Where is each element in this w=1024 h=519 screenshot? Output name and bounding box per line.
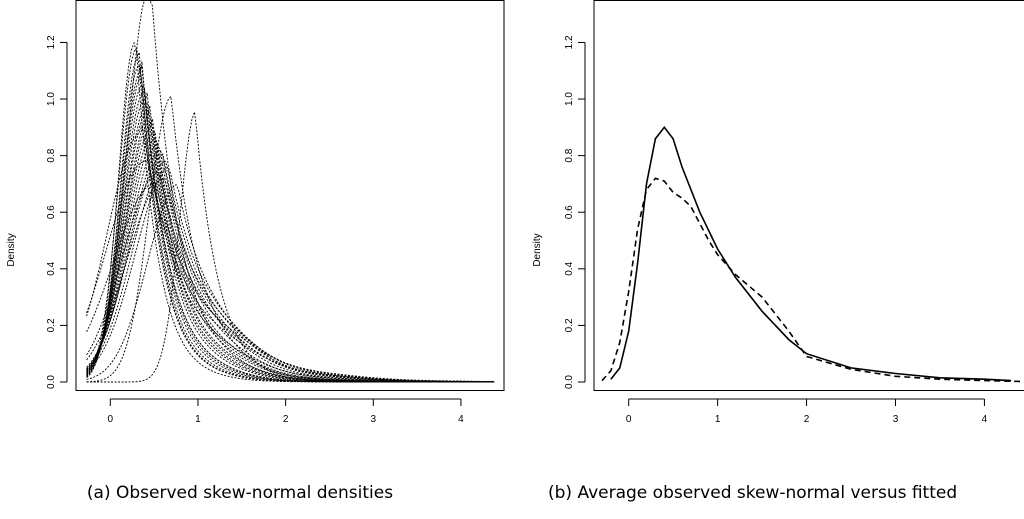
panel-a-x-tick-label: 2: [283, 414, 289, 425]
panel-b-series: [601, 125, 1021, 383]
panel-b-x-tick-label: 1: [715, 414, 721, 425]
panel-a-series-line: [86, 61, 495, 383]
panel-a-series-line: [86, 158, 495, 383]
panel-a-caption: (a) Observed skew-normal densities: [87, 483, 393, 503]
panel-b-x-tick-label: 0: [626, 414, 632, 425]
panel-a-y-tick-label: 0.4: [46, 261, 57, 275]
panel-b-y-tick-label: 1.0: [564, 92, 575, 106]
panel-a-series-line: [86, 118, 495, 383]
panel-b-series-solid-line: [610, 125, 1012, 382]
panel-a-series-line: [86, 92, 495, 383]
panel-a-axes: 0 1 2 3 4 0.0 0.2 0.4 0.6 0.8 1.0 1.2: [46, 0, 505, 425]
panel-b-x-tick-label: 2: [804, 414, 810, 425]
panel-a-series-line: [86, 84, 495, 383]
panel-b-y-tick-label: 0.0: [564, 375, 575, 389]
panel-b-x-tick-label: 4: [982, 414, 988, 425]
panel-a-series-line: [86, 95, 495, 383]
panel-a-series-line: [86, 160, 495, 383]
panel-a-series-line: [86, 177, 495, 383]
panel-a-series-line: [86, 41, 495, 383]
panel-a-series-line: [86, 183, 495, 383]
panel-b-x-tick-label: 3: [893, 414, 899, 425]
panel-a-plot-box: [75, 0, 505, 391]
panel-a-series-line: [86, 46, 495, 383]
panel-a-x-tick-label: 4: [458, 414, 464, 425]
panel-b-caption: (b) Average observed skew-normal versus …: [548, 483, 957, 503]
panel-a-x-tick-label: 1: [195, 414, 201, 425]
panel-a-series-line: [86, 64, 495, 383]
panel-a-y-tick-label: 1.2: [46, 35, 57, 49]
panel-a-series-line: [86, 180, 495, 382]
panel-a-x-tick-label: 0: [108, 414, 114, 425]
panel-a-series-line: [86, 138, 495, 383]
panel-a-y-tick-label: 0.8: [46, 148, 57, 162]
panel-a-series-line: [86, 87, 495, 383]
panel-b-axes: 0 1 2 3 4 0.0 0.2 0.4 0.6 0.8 1.0 1.2: [564, 0, 1024, 425]
panel-b-y-tick-label: 1.2: [564, 35, 575, 49]
panel-a-series-line: [86, 143, 495, 383]
panel-b-y-tick-label: 0.8: [564, 148, 575, 162]
panel-b-y-tick-label: 0.2: [564, 318, 575, 332]
panel-b-ylabel: Density: [532, 233, 543, 266]
panel-a-series-line: [86, 172, 495, 383]
panel-a-y-tick-label: 0.6: [46, 205, 57, 219]
panel-a-y-tick-label: 0.0: [46, 375, 57, 389]
panel-a-series-line: [86, 0, 495, 383]
panel-b: 0 1 2 3 4 0.0 0.2 0.4 0.6 0.8 1.0 1.2 Density (b) A…: [532, 0, 1024, 503]
panel-a-y-tick-label: 1.0: [46, 92, 57, 106]
panel-b-series-dashed-line: [601, 177, 1021, 383]
panel-a-x-tick-label: 3: [370, 414, 376, 425]
panel-a-series-line: [86, 111, 495, 383]
panel-b-plot-box: [593, 0, 1024, 391]
panel-a-series-line: [86, 153, 495, 383]
panel-a-y-tick-label: 0.2: [46, 318, 57, 332]
panel-a-series: [86, 0, 495, 383]
panel-a-series-line: [86, 98, 495, 383]
panel-a: 0 1 2 3 4 0.0 0.2 0.4 0.6 0.8 1.0 1.2 Density (a) O…: [6, 0, 505, 503]
panel-a-series-line: [86, 124, 495, 383]
panel-a-ylabel: Density: [6, 233, 17, 266]
panel-b-y-tick-label: 0.4: [564, 261, 575, 275]
panel-a-series-line: [86, 121, 495, 383]
panel-b-y-tick-label: 0.6: [564, 205, 575, 219]
panel-a-series-line: [86, 131, 495, 383]
panel-a-series-line: [86, 52, 495, 383]
